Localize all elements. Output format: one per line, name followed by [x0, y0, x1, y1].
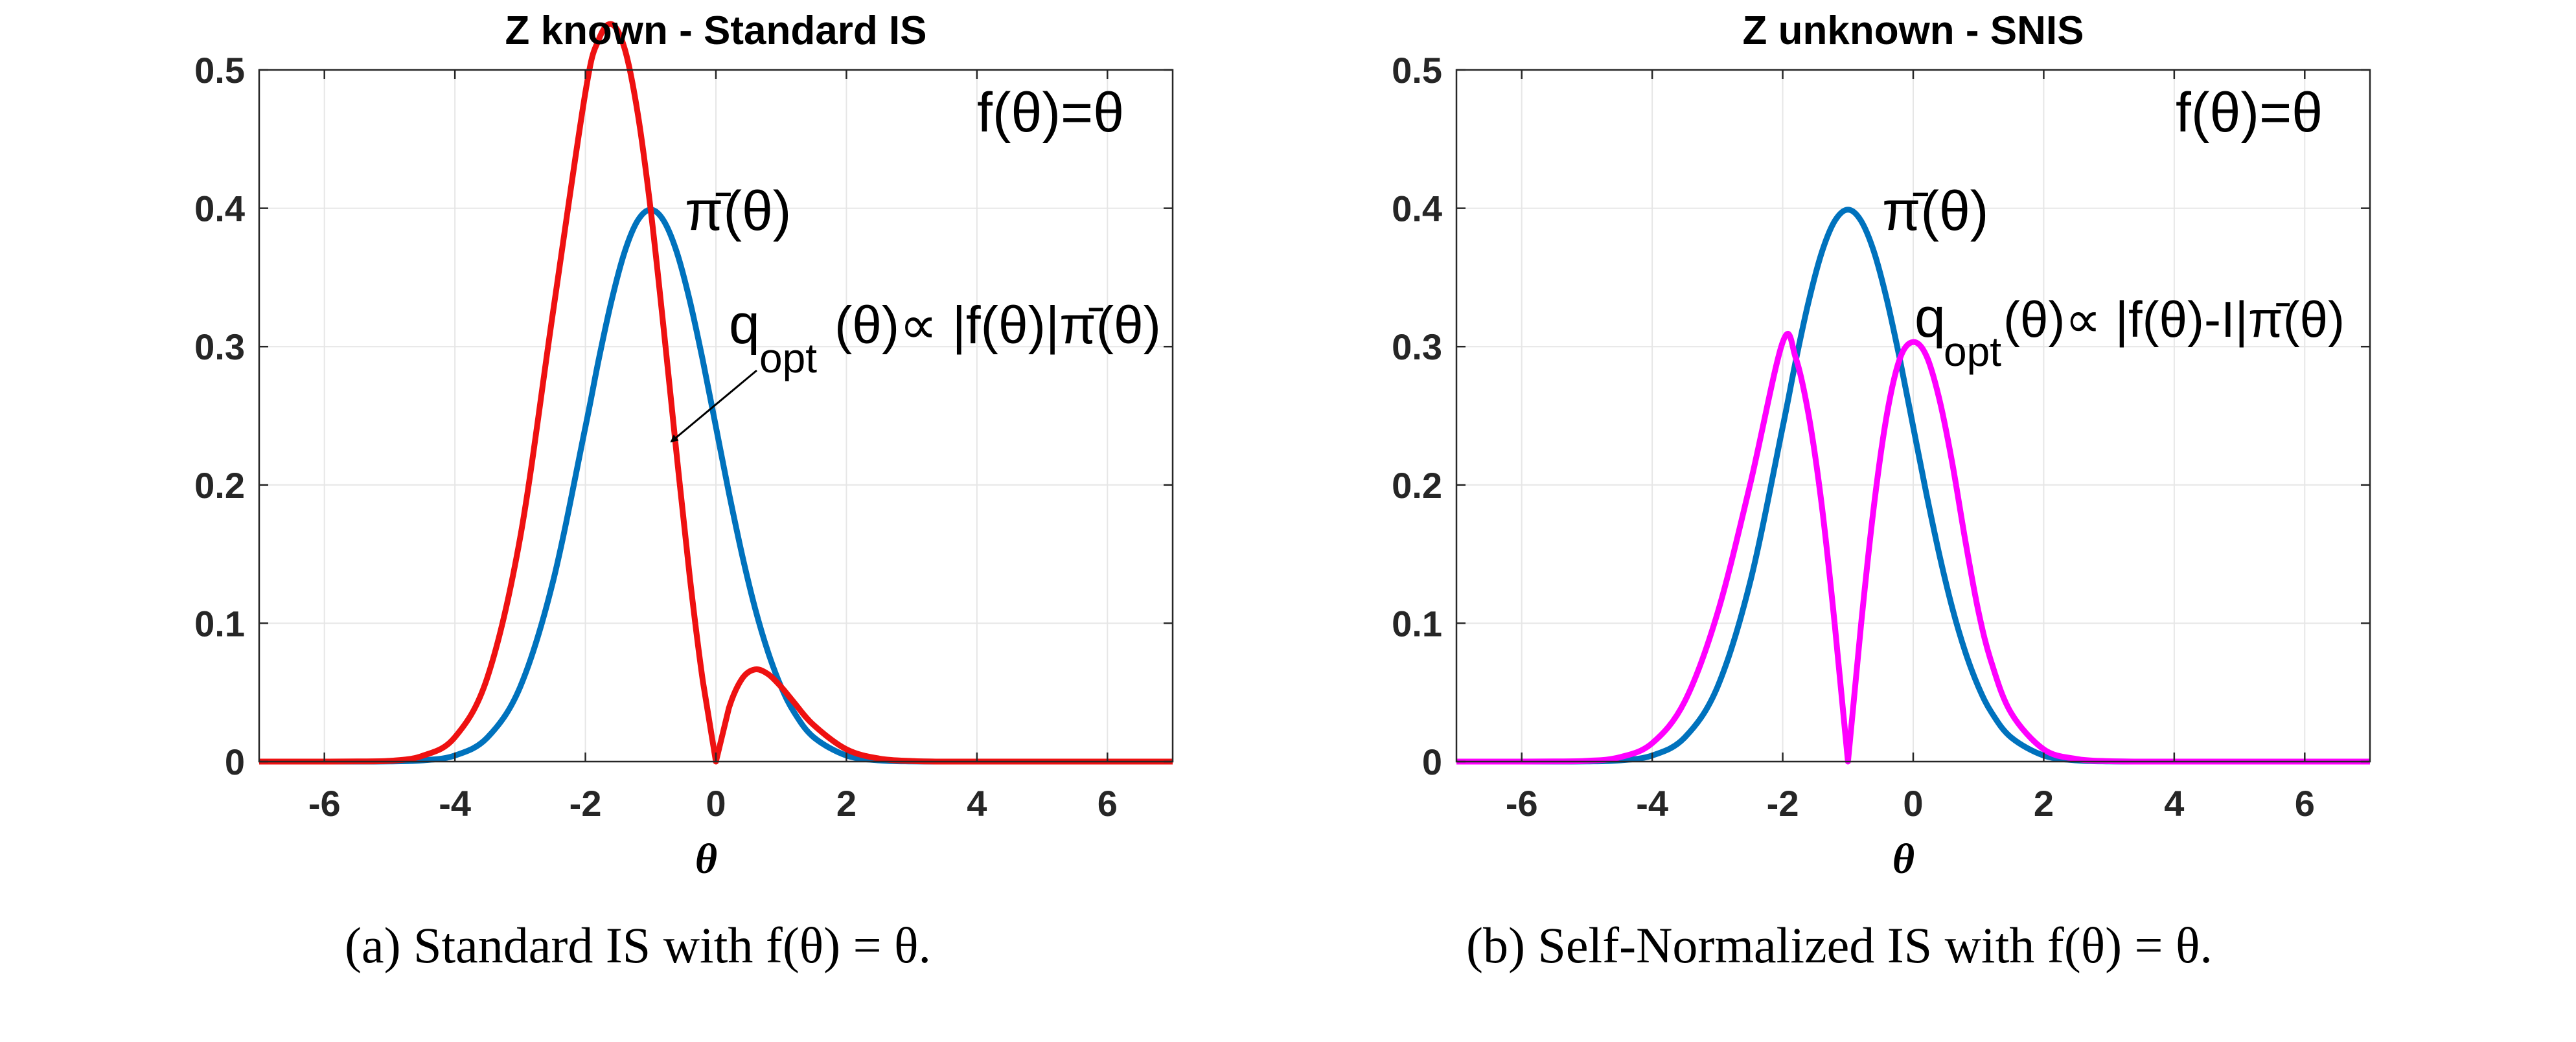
- y-tick-label: 0.3: [1392, 326, 1442, 367]
- x-tick-label: -4: [439, 783, 471, 824]
- caption-a: (a) Standard IS with f(θ) = θ.: [345, 917, 931, 973]
- x-tick-label: 6: [2295, 783, 2315, 824]
- y-tick-label: 0.4: [194, 188, 245, 229]
- y-tick-label: 0.4: [1392, 188, 1442, 229]
- y-tick-label: 0.2: [194, 465, 245, 506]
- tick-labels-b: -6 -4 -2 0 2 4 6 0 0.1 0.2 0.3 0.4 0.5: [1392, 50, 2315, 824]
- annotation-q-a: q: [729, 293, 760, 356]
- y-tick-label: 0.1: [194, 603, 245, 644]
- annotation-f-theta-a: f(θ)=θ: [977, 82, 1124, 144]
- x-tick-label: -2: [1767, 783, 1799, 824]
- y-tick-label: 0.5: [1392, 50, 1442, 91]
- x-tick-label: 2: [836, 783, 857, 824]
- x-tick-label: 0: [706, 783, 726, 824]
- x-tick-label: 2: [2034, 783, 2054, 824]
- annotation-q-b: q: [1915, 287, 1946, 349]
- chart-title-a: Z known - Standard IS: [505, 8, 926, 53]
- x-tick-label: 4: [967, 783, 987, 824]
- x-axis-label-a: θ: [695, 835, 717, 883]
- x-axis-label-b: θ: [1892, 835, 1915, 883]
- x-tick-label: -4: [1636, 783, 1668, 824]
- series-line-b-1: [1456, 330, 2370, 765]
- annotation-opt-b: opt: [1944, 328, 2001, 375]
- chart-panel-b: -6 -4 -2 0 2 4 6 0 0.1 0.2 0.3 0.4 0.5 Z unknown - S…: [1392, 8, 2371, 883]
- chart-panel-a: -6 -4 -2 0 2 4 6 0 0.1 0.2 0.3 0.4 0.5 Z known - Sta…: [194, 8, 1174, 883]
- ticks-b: [1456, 69, 2370, 763]
- tick-labels-a: -6 -4 -2 0 2 4 6 0 0.1 0.2 0.3 0.4 0.5: [194, 50, 1118, 824]
- annotation-qopt-rest-a: (θ)∝ |f(θ)|π̄(θ): [834, 296, 1161, 355]
- y-tick-label: 0.1: [1392, 603, 1442, 644]
- y-tick-label: 0.5: [194, 50, 245, 91]
- caption-b: (b) Self-Normalized IS with f(θ) = θ.: [1466, 917, 2213, 973]
- y-tick-label: 0.3: [194, 326, 245, 367]
- y-tick-label: 0: [1422, 742, 1442, 782]
- series-line-a-1: [259, 21, 1173, 765]
- chart-title-b: Z unknown - SNIS: [1743, 8, 2084, 53]
- annotation-pi-bar-a: π̄(θ): [685, 180, 791, 242]
- annotation-f-theta-b: f(θ)=θ: [2176, 82, 2323, 144]
- x-tick-label: -6: [308, 783, 341, 824]
- x-tick-label: -6: [1506, 783, 1538, 824]
- y-tick-label: 0.2: [1392, 465, 1442, 506]
- annotation-pi-bar-b: π̄(θ): [1882, 180, 1988, 242]
- ticks-a: [259, 69, 1173, 763]
- y-tick-label: 0: [225, 742, 245, 782]
- x-tick-label: 6: [1098, 783, 1118, 824]
- annotation-arrow-a: [670, 369, 757, 443]
- x-tick-label: 4: [2164, 783, 2184, 824]
- x-tick-label: -2: [569, 783, 602, 824]
- x-tick-label: 0: [1903, 783, 1923, 824]
- annotation-qopt-rest-b: (θ)∝ |f(θ)-I|π̄(θ): [2003, 291, 2345, 348]
- annotation-opt-a: opt: [759, 335, 817, 381]
